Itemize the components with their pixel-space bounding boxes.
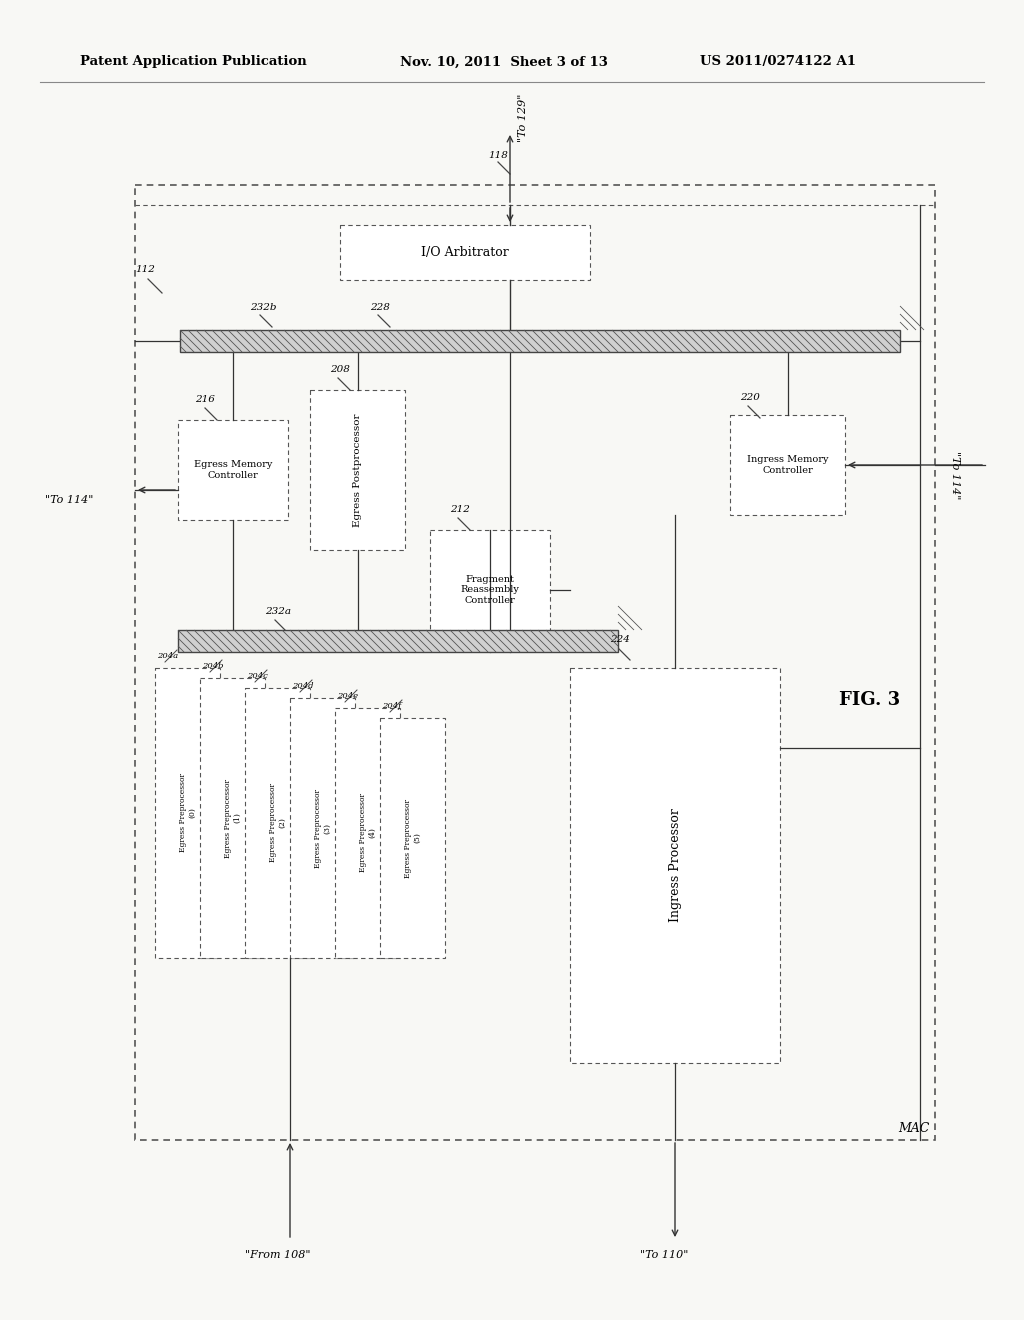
Bar xyxy=(245,688,310,958)
Text: Nov. 10, 2011  Sheet 3 of 13: Nov. 10, 2011 Sheet 3 of 13 xyxy=(400,55,608,69)
Text: I/O Arbitrator: I/O Arbitrator xyxy=(421,246,509,259)
Text: 204b: 204b xyxy=(202,663,223,671)
Bar xyxy=(178,420,288,520)
Text: Egress Preprocessor
(0): Egress Preprocessor (0) xyxy=(179,774,197,853)
Text: Egress Preprocessor
(1): Egress Preprocessor (1) xyxy=(224,779,241,858)
Text: 216: 216 xyxy=(195,396,215,404)
Text: Egress Postprocessor: Egress Postprocessor xyxy=(353,413,362,527)
Text: Fragment
Reassembly
Controller: Fragment Reassembly Controller xyxy=(461,576,519,605)
Bar xyxy=(380,718,445,958)
Text: Egress Memory
Controller: Egress Memory Controller xyxy=(194,461,272,479)
Text: 204f: 204f xyxy=(382,702,401,710)
Text: 118: 118 xyxy=(488,150,508,160)
Bar xyxy=(570,668,780,1063)
Bar xyxy=(430,531,550,649)
Text: "To 114": "To 114" xyxy=(45,495,93,506)
Text: 204e: 204e xyxy=(337,692,358,700)
Bar xyxy=(730,414,845,515)
Bar xyxy=(290,698,355,958)
Bar xyxy=(200,678,265,958)
Text: 232b: 232b xyxy=(250,304,276,313)
Text: Egress Preprocessor
(2): Egress Preprocessor (2) xyxy=(269,784,286,862)
Text: Egress Preprocessor
(3): Egress Preprocessor (3) xyxy=(314,788,331,867)
Text: 204a: 204a xyxy=(157,652,178,660)
Bar xyxy=(335,708,400,958)
Text: 112: 112 xyxy=(135,265,155,275)
Text: "To 110": "To 110" xyxy=(640,1250,688,1261)
Bar xyxy=(135,185,935,1140)
Text: 204c: 204c xyxy=(247,672,268,680)
Text: Ingress Processor: Ingress Processor xyxy=(669,809,682,923)
Text: "To 114": "To 114" xyxy=(950,451,961,499)
Text: MAC: MAC xyxy=(899,1122,930,1135)
Text: 204d: 204d xyxy=(292,682,313,690)
Text: 224: 224 xyxy=(610,635,630,644)
Bar xyxy=(180,330,900,352)
Text: 228: 228 xyxy=(370,304,390,313)
Text: FIG. 3: FIG. 3 xyxy=(840,690,900,709)
Text: "To 129": "To 129" xyxy=(518,94,528,143)
Text: 232a: 232a xyxy=(265,607,291,616)
Text: 220: 220 xyxy=(740,393,760,403)
Bar xyxy=(340,224,590,280)
Text: "From 108": "From 108" xyxy=(245,1250,310,1261)
Text: Ingress Memory
Controller: Ingress Memory Controller xyxy=(746,455,828,475)
Text: 208: 208 xyxy=(330,366,350,375)
Text: 212: 212 xyxy=(450,506,470,515)
Bar xyxy=(310,389,406,550)
Text: US 2011/0274122 A1: US 2011/0274122 A1 xyxy=(700,55,856,69)
Bar xyxy=(155,668,220,958)
Text: Patent Application Publication: Patent Application Publication xyxy=(80,55,307,69)
Text: Egress Preprocessor
(5): Egress Preprocessor (5) xyxy=(403,799,421,878)
Bar xyxy=(178,630,618,652)
Text: Egress Preprocessor
(4): Egress Preprocessor (4) xyxy=(358,793,376,873)
